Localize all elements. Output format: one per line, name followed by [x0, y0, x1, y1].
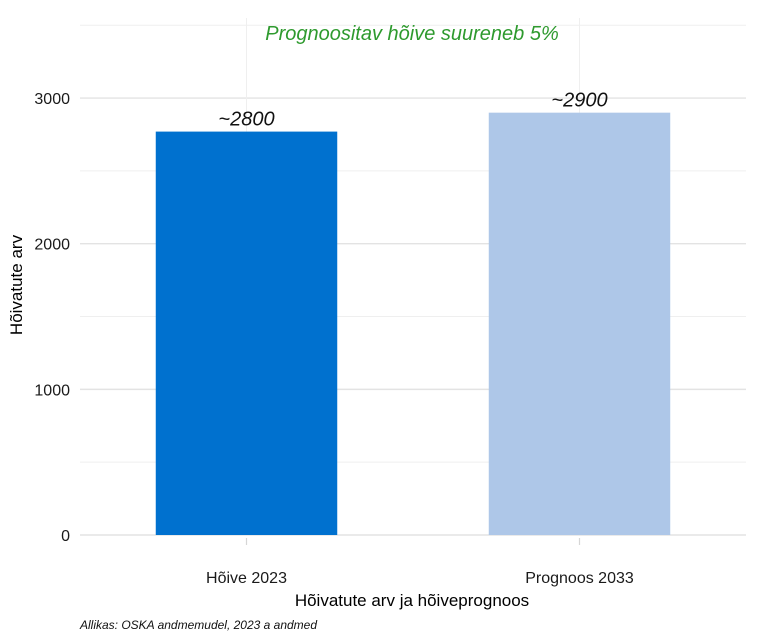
y-axis-ticks: 0 1000 2000 3000	[34, 91, 70, 545]
x-tick-label: Prognoos 2033	[525, 570, 634, 587]
x-tick-label: Hõive 2023	[206, 570, 287, 587]
bar-data-label: ~2900	[551, 90, 607, 112]
y-tick-label: 2000	[34, 237, 70, 254]
y-tick-label: 1000	[34, 382, 70, 399]
x-axis-title: Hõivatute arv ja hõiveprognoos	[295, 591, 529, 610]
bar-data-label: ~2800	[218, 109, 274, 131]
x-axis-ticks: Hõive 2023 Prognoos 2033	[206, 538, 634, 587]
bar	[488, 112, 671, 535]
bars: ~2800 ~2900	[155, 90, 671, 535]
y-tick-label: 0	[61, 528, 70, 545]
y-tick-label: 3000	[34, 91, 70, 108]
chart-annotation: Prognoositav hõive suureneb 5%	[265, 23, 559, 45]
source-caption: Allikas: OSKA andmemudel, 2023 a andmed	[79, 618, 317, 632]
bar	[155, 131, 338, 535]
y-axis-title: Hõivatute arv	[7, 234, 26, 335]
